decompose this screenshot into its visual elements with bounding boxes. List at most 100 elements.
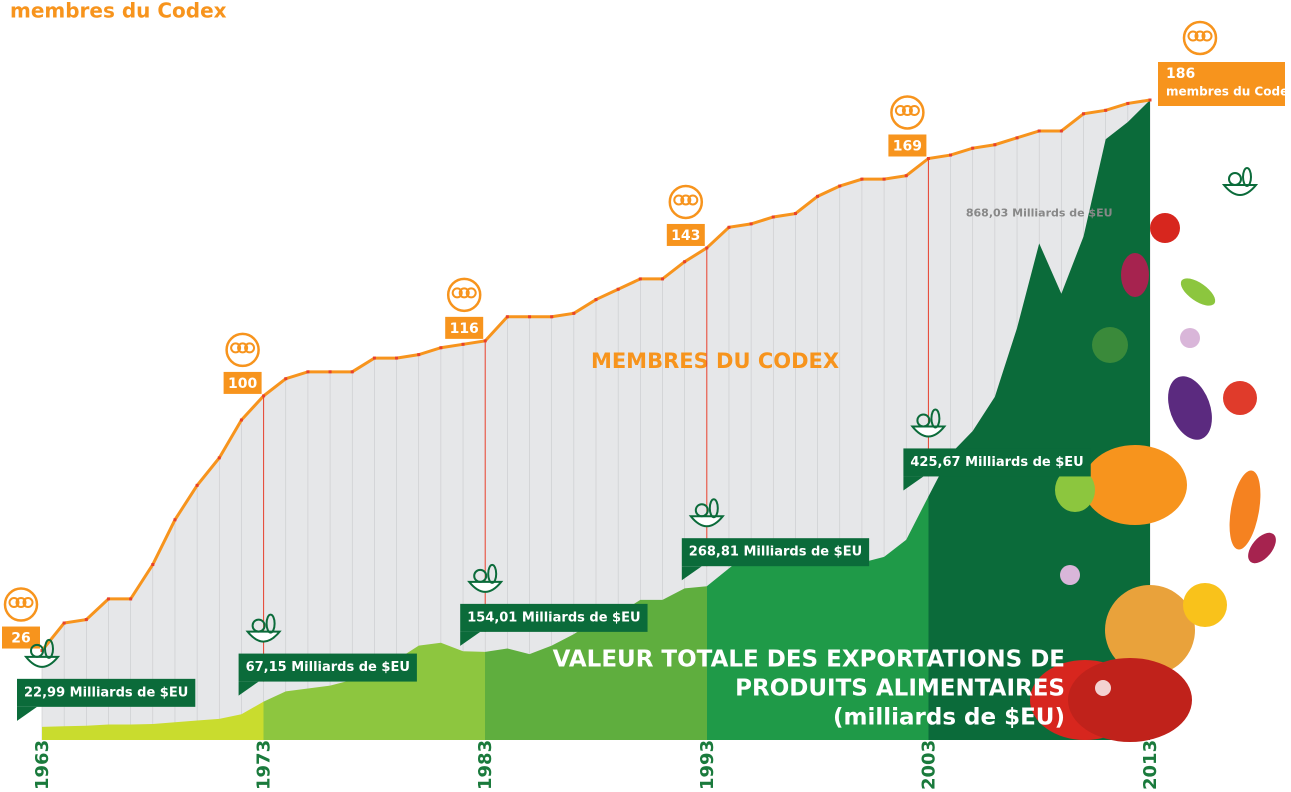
members-label: 100	[228, 376, 257, 392]
people-icon-head	[465, 287, 477, 299]
members-point	[106, 597, 110, 601]
people-icon-head	[15, 597, 27, 609]
members-label-box	[666, 223, 705, 246]
members-label-box	[888, 134, 927, 157]
members-label: 26	[11, 631, 30, 647]
members-point	[84, 618, 88, 622]
members-point	[727, 225, 731, 229]
basket-icon-item	[265, 613, 276, 634]
members-point	[749, 222, 753, 226]
members-point	[461, 342, 465, 346]
members-label: 143	[671, 228, 700, 244]
members-point	[638, 277, 642, 281]
export-label: 425,67 Milliards de $EU	[910, 455, 1083, 470]
members-point	[1148, 98, 1152, 102]
members-point	[284, 377, 288, 381]
export-title: VALEUR TOTALE DES EXPORTATIONS DE	[553, 647, 1065, 673]
members-point	[239, 418, 243, 422]
members-label-box	[445, 316, 484, 339]
members-point	[1082, 112, 1086, 116]
members-point	[949, 153, 953, 157]
people-icon-head	[901, 104, 913, 116]
members-label: 186	[1166, 66, 1195, 82]
basket-icon-item	[30, 643, 44, 658]
members-point	[1126, 101, 1130, 105]
export-label-pointer	[460, 631, 481, 646]
members-point	[1104, 108, 1108, 112]
people-icon	[1182, 20, 1218, 56]
basket-icon-item	[487, 563, 498, 584]
chart-title: membres du Codex	[10, 0, 227, 23]
members-point	[505, 315, 509, 319]
basket-icon-item	[930, 408, 941, 429]
members-point	[971, 146, 975, 150]
people-icon-head	[1194, 30, 1206, 42]
export-label: 22,99 Milliards de $EU	[24, 685, 188, 700]
members-point	[572, 311, 576, 315]
people-icon-head	[1187, 30, 1199, 42]
people-icon-head	[244, 342, 256, 354]
members-point	[550, 315, 554, 319]
basket-icon-item	[916, 413, 931, 428]
members-point	[528, 315, 532, 319]
members-point	[904, 174, 908, 178]
basket-icon-item	[251, 618, 266, 633]
people-icon-head	[908, 104, 920, 116]
members-point	[660, 277, 664, 281]
basket-icon-item	[1242, 167, 1252, 187]
basket-icon	[23, 655, 61, 668]
members-point	[1015, 136, 1019, 140]
members-point	[173, 518, 177, 522]
members-point	[151, 563, 155, 567]
members-point	[993, 143, 997, 147]
members-point	[882, 177, 886, 181]
foreground-layer: 1963 26 1973 100 1983 116 1993 143 2003 169 2013 18…	[2, 20, 1291, 790]
people-icon-head	[230, 342, 242, 354]
members-point	[372, 356, 376, 360]
members-point	[860, 177, 864, 181]
members-point	[1037, 129, 1041, 133]
basket-icon-item	[1228, 172, 1242, 186]
export-label: 868,03 Milliards de $EU	[966, 206, 1113, 219]
export-label-box	[238, 653, 417, 682]
people-icon-head	[8, 597, 20, 609]
people-icon	[668, 184, 704, 220]
members-point	[594, 298, 598, 302]
members-point	[838, 184, 842, 188]
export-label: 1118,52 Milliards de $EU	[1168, 123, 1291, 136]
x-tick-label: 1983	[475, 740, 496, 790]
export-label-box	[17, 678, 196, 707]
export-label-pointer	[17, 706, 37, 721]
export-label-pointer	[903, 476, 924, 491]
people-icon-head	[237, 342, 249, 354]
members-label: 169	[893, 138, 922, 154]
basket-icon	[245, 630, 282, 643]
members-point	[793, 212, 797, 216]
people-icon-head	[680, 194, 692, 206]
members-label-box	[223, 371, 262, 394]
members-point	[62, 621, 66, 625]
people-icon-head	[451, 287, 463, 299]
people-icon	[3, 587, 39, 622]
members-point	[129, 597, 133, 601]
basket-icon	[910, 425, 947, 438]
export-label: 67,15 Milliards de $EU	[246, 660, 410, 675]
members-label-box	[1158, 62, 1285, 106]
members-point	[616, 287, 620, 291]
people-icon-head	[458, 287, 470, 299]
members-point	[771, 215, 775, 219]
basket-icon-item	[694, 503, 709, 518]
basket-icon-item	[473, 568, 488, 583]
members-point	[195, 483, 199, 487]
members-label: 116	[450, 321, 479, 337]
people-icon-head	[894, 104, 906, 116]
vegetables	[1030, 213, 1276, 742]
people-icon-head	[673, 194, 685, 206]
x-tick-label: 1963	[32, 740, 53, 790]
people-icon-head	[22, 597, 34, 609]
members-point	[306, 370, 310, 374]
members-point	[439, 346, 443, 350]
export-label-box	[681, 538, 870, 567]
export-label-pointer	[681, 566, 702, 581]
